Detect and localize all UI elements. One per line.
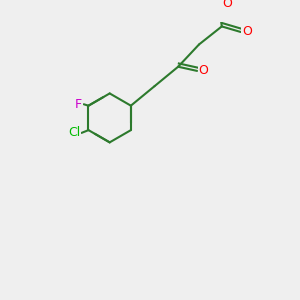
Text: O: O xyxy=(198,64,208,77)
Text: O: O xyxy=(242,26,252,38)
Text: Cl: Cl xyxy=(68,126,81,140)
Text: F: F xyxy=(75,98,82,111)
Text: O: O xyxy=(222,0,232,10)
